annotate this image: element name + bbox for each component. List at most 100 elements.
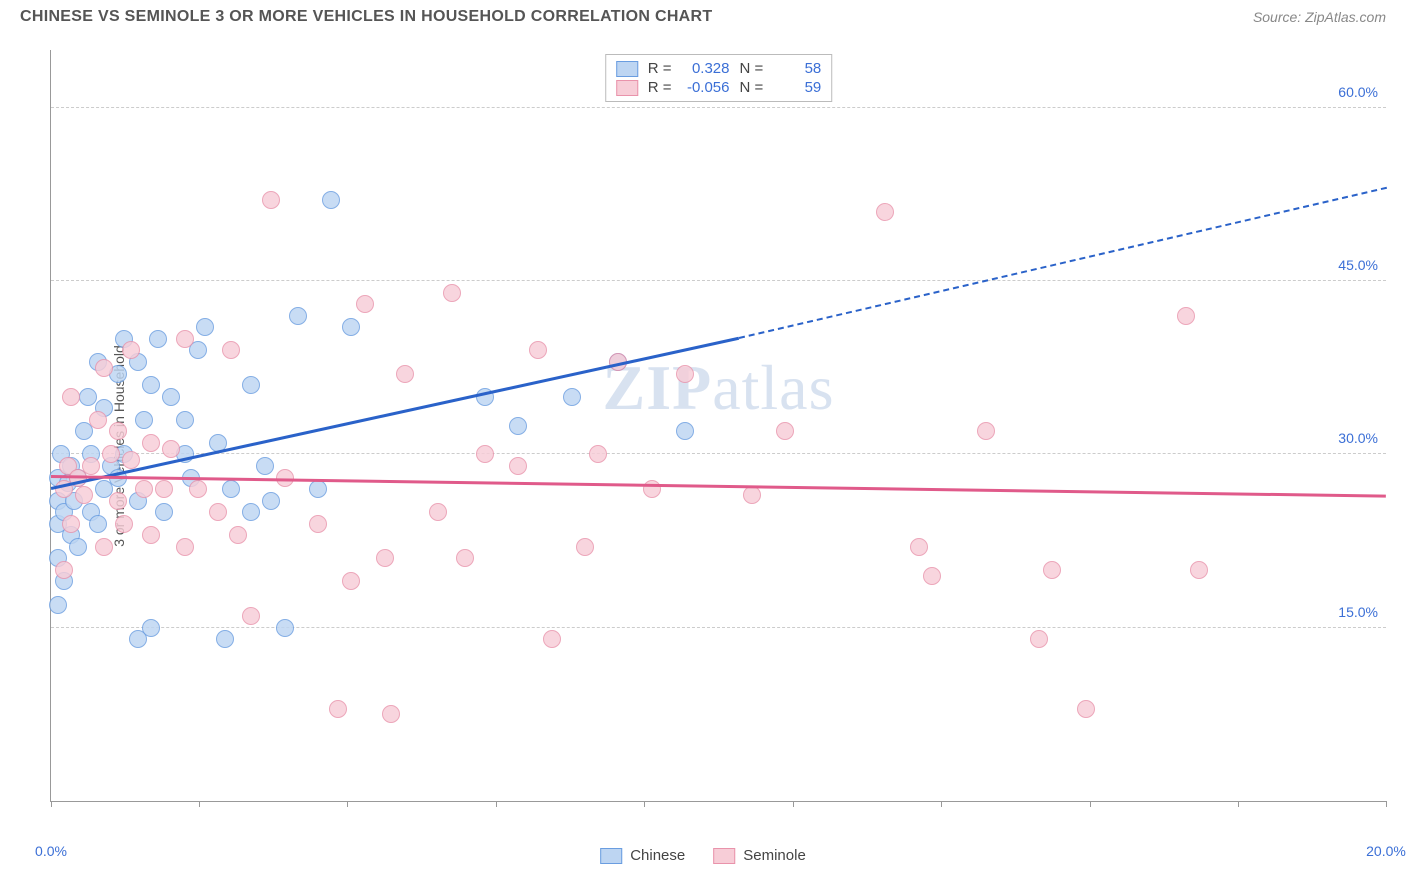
data-point bbox=[356, 295, 374, 313]
data-point bbox=[222, 341, 240, 359]
data-point bbox=[95, 359, 113, 377]
r-value: 0.328 bbox=[682, 60, 730, 77]
y-tick-label: 30.0% bbox=[1338, 430, 1378, 446]
data-point bbox=[529, 341, 547, 359]
trend-line bbox=[51, 336, 739, 489]
r-label: R = bbox=[648, 79, 672, 96]
legend-item: Seminole bbox=[713, 847, 806, 864]
data-point bbox=[142, 434, 160, 452]
data-point bbox=[162, 440, 180, 458]
stats-row: R = -0.056 N = 59 bbox=[616, 78, 822, 97]
gridline bbox=[51, 280, 1386, 281]
series-swatch bbox=[616, 80, 638, 96]
data-point bbox=[62, 388, 80, 406]
data-point bbox=[176, 411, 194, 429]
data-point bbox=[543, 630, 561, 648]
data-point bbox=[509, 417, 527, 435]
x-tick-mark bbox=[1090, 801, 1091, 807]
n-label: N = bbox=[740, 60, 764, 77]
n-value: 59 bbox=[773, 79, 821, 96]
x-tick-mark bbox=[347, 801, 348, 807]
legend-label: Seminole bbox=[743, 847, 806, 864]
watermark-text: ZIPatlas bbox=[603, 351, 835, 425]
data-point bbox=[176, 538, 194, 556]
data-point bbox=[135, 411, 153, 429]
data-point bbox=[256, 457, 274, 475]
data-point bbox=[376, 549, 394, 567]
data-point bbox=[1077, 700, 1095, 718]
gridline bbox=[51, 107, 1386, 108]
data-point bbox=[216, 630, 234, 648]
data-point bbox=[155, 503, 173, 521]
r-value: -0.056 bbox=[682, 79, 730, 96]
data-point bbox=[109, 422, 127, 440]
data-point bbox=[82, 457, 100, 475]
data-point bbox=[476, 445, 494, 463]
x-tick-mark bbox=[1386, 801, 1387, 807]
correlation-stats-box: R = 0.328 N = 58 R = -0.056 N = 59 bbox=[605, 54, 833, 102]
data-point bbox=[155, 480, 173, 498]
data-point bbox=[209, 503, 227, 521]
x-tick-mark bbox=[496, 801, 497, 807]
data-point bbox=[429, 503, 447, 521]
data-point bbox=[122, 341, 140, 359]
data-point bbox=[242, 503, 260, 521]
data-point bbox=[309, 480, 327, 498]
data-point bbox=[289, 307, 307, 325]
data-point bbox=[176, 330, 194, 348]
data-point bbox=[142, 526, 160, 544]
legend-item: Chinese bbox=[600, 847, 685, 864]
data-point bbox=[1190, 561, 1208, 579]
data-point bbox=[89, 411, 107, 429]
data-point bbox=[342, 318, 360, 336]
x-tick-mark bbox=[793, 801, 794, 807]
legend-swatch bbox=[600, 848, 622, 864]
data-point bbox=[189, 480, 207, 498]
y-tick-label: 60.0% bbox=[1338, 84, 1378, 100]
x-tick-mark bbox=[941, 801, 942, 807]
data-point bbox=[115, 515, 133, 533]
legend-swatch bbox=[713, 848, 735, 864]
data-point bbox=[676, 422, 694, 440]
x-tick-label: 0.0% bbox=[35, 843, 67, 859]
trend-line bbox=[51, 475, 1386, 497]
data-point bbox=[102, 445, 120, 463]
chart-title: CHINESE VS SEMINOLE 3 OR MORE VEHICLES I… bbox=[20, 8, 712, 26]
data-point bbox=[743, 486, 761, 504]
data-point bbox=[923, 567, 941, 585]
n-value: 58 bbox=[773, 60, 821, 77]
n-label: N = bbox=[740, 79, 764, 96]
data-point bbox=[95, 538, 113, 556]
data-point bbox=[1030, 630, 1048, 648]
data-point bbox=[122, 451, 140, 469]
data-point bbox=[563, 388, 581, 406]
data-point bbox=[322, 191, 340, 209]
r-label: R = bbox=[648, 60, 672, 77]
gridline bbox=[51, 453, 1386, 454]
data-point bbox=[222, 480, 240, 498]
data-point bbox=[149, 330, 167, 348]
data-point bbox=[142, 619, 160, 637]
data-point bbox=[382, 705, 400, 723]
data-point bbox=[309, 515, 327, 533]
trend-line bbox=[738, 187, 1386, 339]
data-point bbox=[242, 607, 260, 625]
data-point bbox=[977, 422, 995, 440]
data-point bbox=[162, 388, 180, 406]
series-swatch bbox=[616, 61, 638, 77]
data-point bbox=[55, 561, 73, 579]
data-point bbox=[229, 526, 247, 544]
data-point bbox=[396, 365, 414, 383]
x-tick-mark bbox=[51, 801, 52, 807]
data-point bbox=[196, 318, 214, 336]
data-point bbox=[776, 422, 794, 440]
legend-label: Chinese bbox=[630, 847, 685, 864]
data-point bbox=[62, 515, 80, 533]
data-point bbox=[456, 549, 474, 567]
data-point bbox=[1177, 307, 1195, 325]
data-point bbox=[329, 700, 347, 718]
data-point bbox=[676, 365, 694, 383]
data-point bbox=[69, 538, 87, 556]
data-point bbox=[262, 492, 280, 510]
data-point bbox=[49, 596, 67, 614]
